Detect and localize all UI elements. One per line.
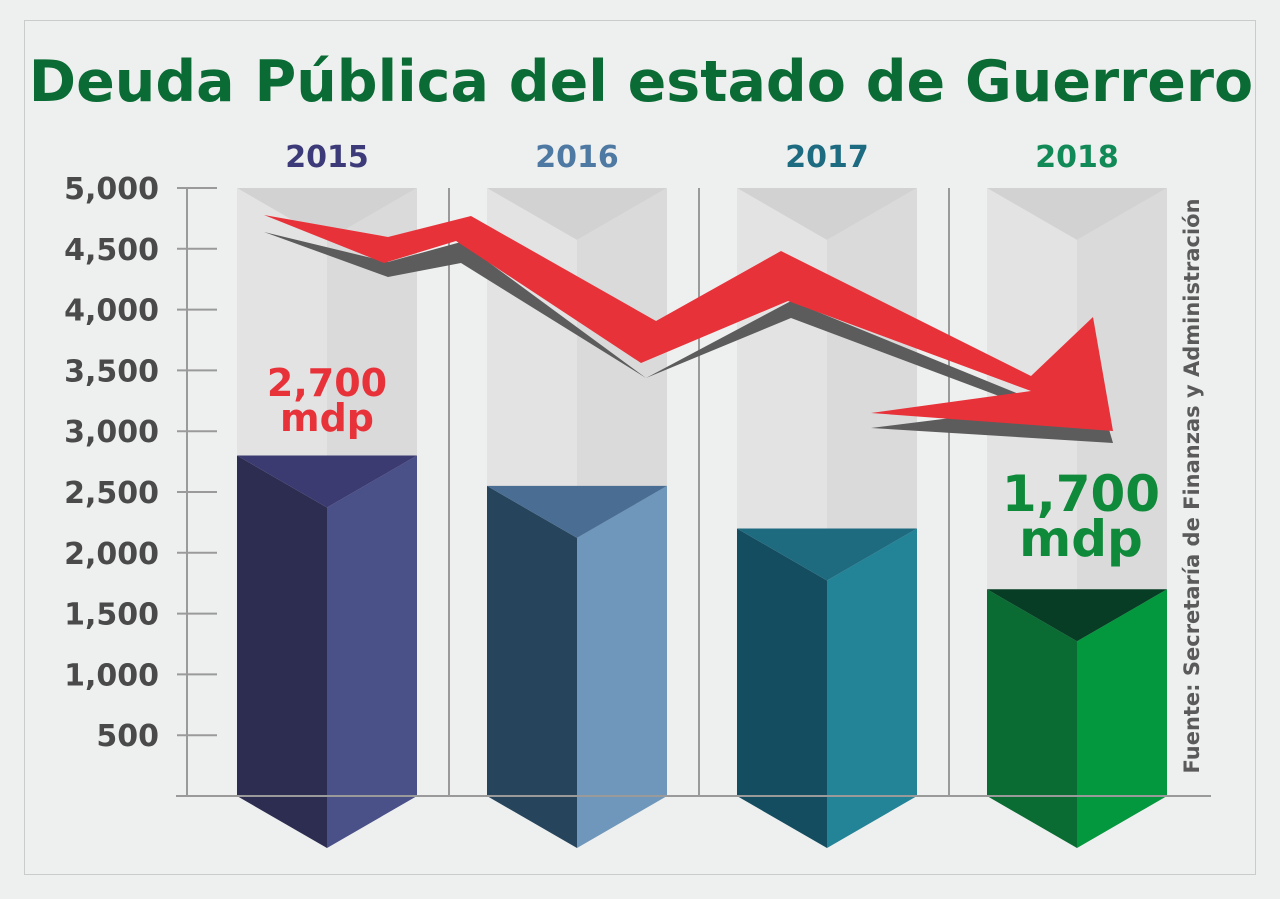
bar-front <box>987 589 1077 848</box>
bar-top <box>487 485 667 538</box>
bar-bg-top <box>237 188 417 240</box>
trend-arrow-body <box>264 215 1113 431</box>
x-tick-label: 2016 <box>535 140 619 175</box>
y-tick-label: 500 <box>96 719 159 754</box>
bar-2018 <box>987 188 1167 848</box>
annotation-value-2015: 2,700 <box>267 361 387 405</box>
bar-bg-top <box>987 188 1167 240</box>
y-tick-label: 4,000 <box>64 294 159 329</box>
annotation-unit-2015: mdp <box>280 396 374 440</box>
source-note: Fuente: Secretaría de Finanzas y Adminis… <box>1180 198 1204 773</box>
bar-side <box>1077 589 1167 848</box>
y-tick-label: 5,000 <box>64 172 159 207</box>
bar-2015 <box>237 188 417 848</box>
annotation-value-2018: 1,700 <box>1002 465 1160 523</box>
axes: 5,000 4,500 4,000 3,500 3,000 2,500 2,000 1,500… <box>64 172 1211 797</box>
y-tick-label: 2,500 <box>64 476 159 511</box>
bar-side <box>327 455 417 848</box>
bar-front <box>237 455 327 848</box>
bar-top <box>987 589 1167 642</box>
bar-top <box>237 455 417 508</box>
bar-bg-top <box>737 188 917 240</box>
x-tick-label: 2018 <box>1035 140 1119 175</box>
bar-side <box>827 528 917 848</box>
annotation-unit-2018: mdp <box>1019 510 1143 568</box>
y-tick-label: 1,500 <box>64 598 159 633</box>
y-tick-label: 4,500 <box>64 233 159 268</box>
bar-2016 <box>487 188 667 848</box>
chart-svg: Deuda Pública del estado de Guerrero 5,0… <box>29 49 1253 848</box>
trend-arrow <box>264 215 1113 443</box>
y-tick-label: 1,000 <box>64 658 159 693</box>
bar-side <box>577 485 667 848</box>
y-tick-label: 3,000 <box>64 415 159 450</box>
chart-frame: Deuda Pública del estado de Guerrero 5,0… <box>24 20 1256 875</box>
chart-title: Deuda Pública del estado de Guerrero <box>29 49 1253 115</box>
bar-front <box>487 485 577 848</box>
y-tick-label: 3,500 <box>64 354 159 389</box>
y-tick-label: 2,000 <box>64 537 159 572</box>
bar-front <box>737 528 827 848</box>
x-tick-label: 2017 <box>785 140 869 175</box>
bar-bg-top <box>487 188 667 240</box>
separator-lines <box>448 188 950 796</box>
bar-top <box>737 528 917 581</box>
x-tick-label: 2015 <box>285 140 369 175</box>
